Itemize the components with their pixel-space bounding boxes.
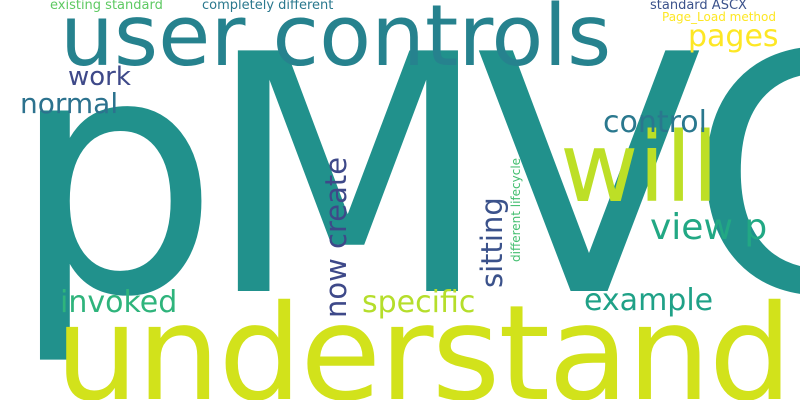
word-existing-standard: existing standard <box>50 0 163 13</box>
word-user-controls: user controls <box>60 0 612 86</box>
word-specific: specific <box>362 285 476 320</box>
word-completely-different: completely different <box>202 0 334 13</box>
word-page-load-method: Page_Load method <box>662 10 776 24</box>
word-control: control <box>603 105 707 140</box>
word-sitting: sitting <box>475 197 509 288</box>
word-work: work <box>68 62 131 92</box>
word-understand: understand <box>55 277 792 400</box>
word-example: example <box>584 283 714 318</box>
word-pages: pages <box>688 19 779 54</box>
word-normal: normal <box>20 87 119 120</box>
word-standard-ascx: standard ASCX <box>650 0 747 13</box>
word-invoked: invoked <box>60 285 178 320</box>
word-different-lifecycle: different lifecycle <box>509 157 523 262</box>
word-view-p: view p <box>650 207 768 248</box>
word-will: will <box>560 112 719 224</box>
word-now-create: now create <box>319 156 353 318</box>
word-pmvc: pMVC <box>10 0 800 369</box>
